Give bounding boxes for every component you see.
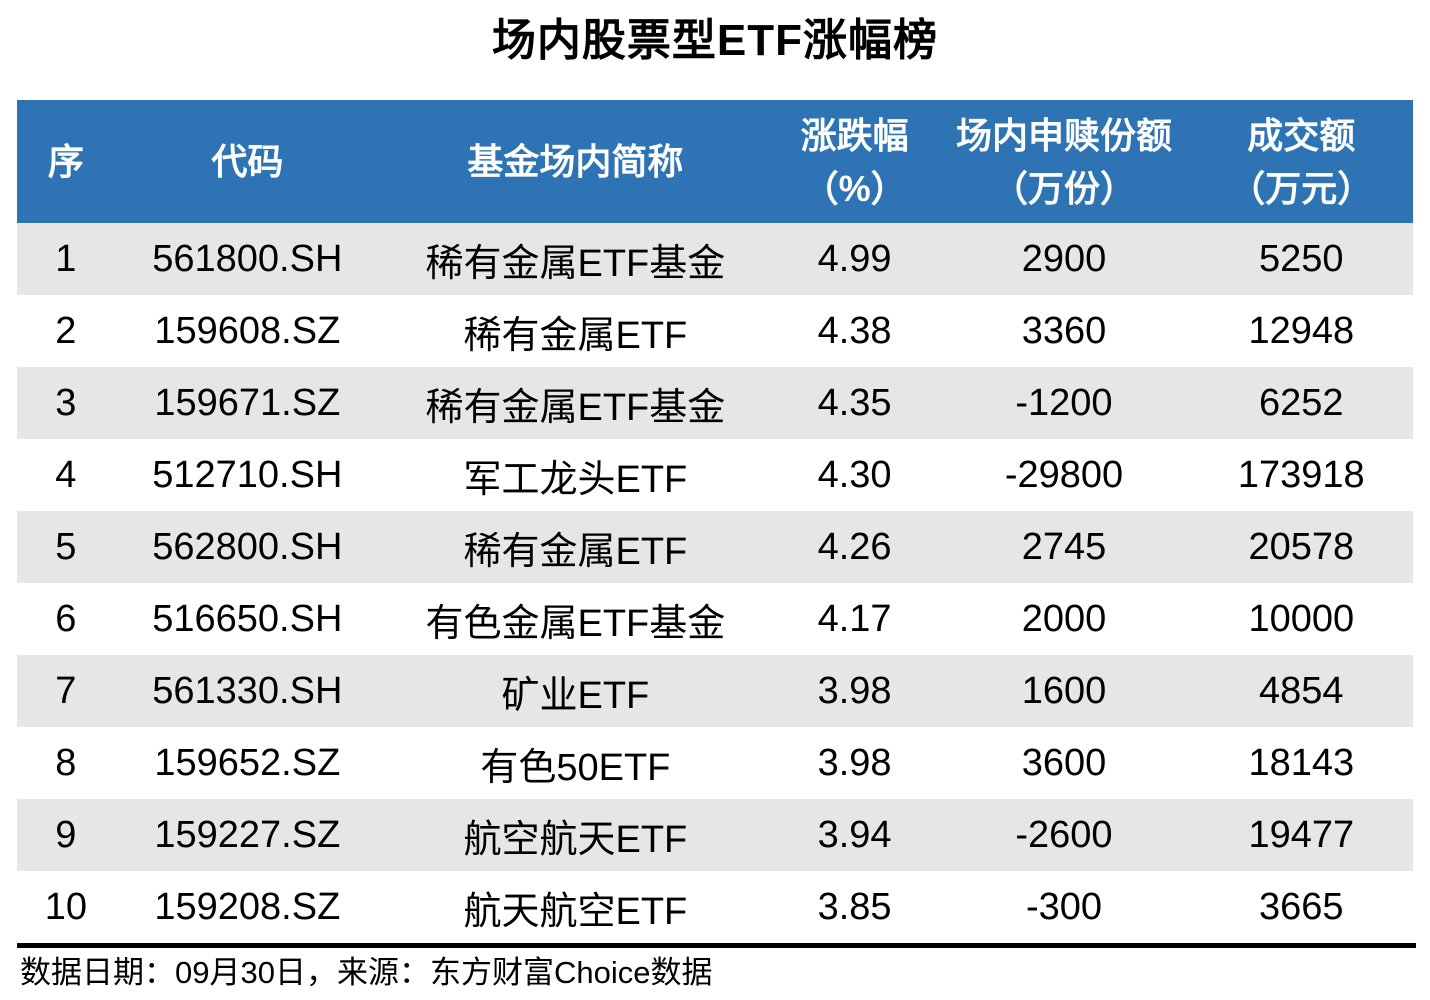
cell-turnover_10k: 10000 xyxy=(1248,597,1355,640)
cell-no: 9 xyxy=(55,813,77,856)
table-row: 8 159652.SZ 有色50ETF 3.98 3600 18143 xyxy=(17,727,1413,799)
col-header-shares-label: 场内申赎份额 xyxy=(955,114,1172,156)
cell-name: 稀有金属ETF xyxy=(463,314,688,357)
cell-name: 矿业ETF xyxy=(501,674,650,717)
cell-name: 航空航天ETF xyxy=(463,818,688,861)
table-row: 10 159208.SZ 航天航空ETF 3.85 -300 3665 xyxy=(17,871,1413,943)
table-row: 9 159227.SZ 航空航天ETF 3.94 -2600 19477 xyxy=(17,799,1413,871)
cell-no: 8 xyxy=(55,741,77,784)
cell-change_pct: 3.94 xyxy=(817,813,892,856)
cell-shares_10k: -2600 xyxy=(1015,813,1113,856)
cell-code: 159208.SZ xyxy=(154,885,341,928)
cell-shares_10k: 3360 xyxy=(1021,309,1107,352)
table-header-row: 序 代码 基金场内简称 涨跌幅 （%） 场内申赎份额 （万份） xyxy=(17,100,1413,223)
col-header-code: 代码 xyxy=(114,100,380,223)
cell-turnover_10k: 5250 xyxy=(1259,237,1344,280)
cell-no: 1 xyxy=(55,237,77,280)
cell-name: 有色金属ETF基金 xyxy=(425,602,726,645)
cell-code: 561800.SH xyxy=(152,237,343,280)
cell-change_pct: 4.35 xyxy=(817,381,892,424)
cell-name: 稀有金属ETF基金 xyxy=(425,386,726,429)
col-header-seq: 序 xyxy=(17,100,115,223)
table-row: 2 159608.SZ 稀有金属ETF 4.38 3360 12948 xyxy=(17,295,1413,367)
divider-line xyxy=(17,943,1416,948)
cell-name: 航天航空ETF xyxy=(463,890,688,933)
cell-code: 561330.SH xyxy=(152,669,343,712)
cell-change_pct: 3.98 xyxy=(817,741,892,784)
cell-turnover_10k: 12948 xyxy=(1248,309,1355,352)
cell-no: 2 xyxy=(55,309,77,352)
table-row: 1 561800.SH 稀有金属ETF基金 4.99 2900 5250 xyxy=(17,223,1413,295)
cell-shares_10k: -29800 xyxy=(1004,453,1124,496)
cell-name: 稀有金属ETF xyxy=(463,530,688,573)
cell-shares_10k: -1200 xyxy=(1015,381,1113,424)
cell-code: 159671.SZ xyxy=(154,381,341,424)
cell-code: 159608.SZ xyxy=(154,309,341,352)
page-title: 场内股票型ETF涨幅榜 xyxy=(491,16,939,65)
col-header-code-label: 代码 xyxy=(211,141,284,182)
cell-turnover_10k: 18143 xyxy=(1248,741,1355,784)
cell-shares_10k: -300 xyxy=(1025,885,1102,928)
cell-no: 6 xyxy=(55,597,77,640)
cell-change_pct: 4.99 xyxy=(817,237,892,280)
cell-name: 军工龙头ETF xyxy=(463,458,688,501)
table-row: 7 561330.SH 矿业ETF 3.98 1600 4854 xyxy=(17,655,1413,727)
col-header-turnover-label: 成交额 xyxy=(1247,114,1356,156)
col-header-shares: 场内申赎份额 （万份） xyxy=(938,100,1190,223)
col-header-fund-name: 基金场内简称 xyxy=(379,100,771,223)
cell-turnover_10k: 20578 xyxy=(1248,525,1355,568)
cell-name: 稀有金属ETF基金 xyxy=(425,242,726,285)
col-header-turnover: 成交额 （万元） xyxy=(1189,100,1413,223)
cell-code: 562800.SH xyxy=(152,525,343,568)
cell-change_pct: 3.98 xyxy=(817,669,892,712)
cell-shares_10k: 2000 xyxy=(1021,597,1107,640)
cell-no: 5 xyxy=(55,525,77,568)
cell-code: 159652.SZ xyxy=(154,741,341,784)
cell-code: 512710.SH xyxy=(152,453,343,496)
table-header: 序 代码 基金场内简称 涨跌幅 （%） 场内申赎份额 （万份） xyxy=(17,100,1413,223)
cell-no: 3 xyxy=(55,381,77,424)
cell-shares_10k: 1600 xyxy=(1021,669,1107,712)
cell-change_pct: 4.38 xyxy=(817,309,892,352)
table-row: 5 562800.SH 稀有金属ETF 4.26 2745 20578 xyxy=(17,511,1413,583)
cell-change_pct: 4.30 xyxy=(817,453,892,496)
col-header-change-pct-unit: （%） xyxy=(802,167,907,209)
cell-code: 159227.SZ xyxy=(154,813,341,856)
col-header-fund-name-label: 基金场内简称 xyxy=(467,141,684,182)
col-header-shares-unit: （万份） xyxy=(991,167,1136,209)
cell-shares_10k: 3600 xyxy=(1021,741,1107,784)
cell-shares_10k: 2745 xyxy=(1021,525,1107,568)
col-header-turnover-unit: （万元） xyxy=(1229,167,1374,209)
cell-name: 有色50ETF xyxy=(480,746,671,789)
cell-no: 7 xyxy=(55,669,77,712)
cell-turnover_10k: 19477 xyxy=(1248,813,1355,856)
source-note: 数据日期：09月30日，来源：东方财富Choice数据 xyxy=(20,955,713,990)
table-body: 1 561800.SH 稀有金属ETF基金 4.99 2900 5250 2 159608.S… xyxy=(17,223,1413,943)
table-row: 3 159671.SZ 稀有金属ETF基金 4.35 -1200 6252 xyxy=(17,367,1413,439)
table-row: 6 516650.SH 有色金属ETF基金 4.17 2000 10000 xyxy=(17,583,1413,655)
etf-gainers-table: 序 代码 基金场内简称 涨跌幅 （%） 场内申赎份额 （万份） xyxy=(17,100,1413,943)
cell-change_pct: 3.85 xyxy=(817,885,892,928)
col-header-change-pct-label: 涨跌幅 xyxy=(800,114,909,156)
cell-turnover_10k: 6252 xyxy=(1259,381,1344,424)
cell-turnover_10k: 3665 xyxy=(1259,885,1344,928)
cell-no: 10 xyxy=(44,885,87,928)
col-header-seq-label: 序 xyxy=(47,141,84,182)
cell-code: 516650.SH xyxy=(152,597,343,640)
cell-no: 4 xyxy=(55,453,77,496)
cell-turnover_10k: 4854 xyxy=(1259,669,1344,712)
table-row: 4 512710.SH 军工龙头ETF 4.30 -29800 173918 xyxy=(17,439,1413,511)
cell-shares_10k: 2900 xyxy=(1021,237,1107,280)
cell-turnover_10k: 173918 xyxy=(1237,453,1365,496)
col-header-change-pct: 涨跌幅 （%） xyxy=(770,100,939,223)
cell-change_pct: 4.17 xyxy=(817,597,892,640)
cell-change_pct: 4.26 xyxy=(817,525,892,568)
